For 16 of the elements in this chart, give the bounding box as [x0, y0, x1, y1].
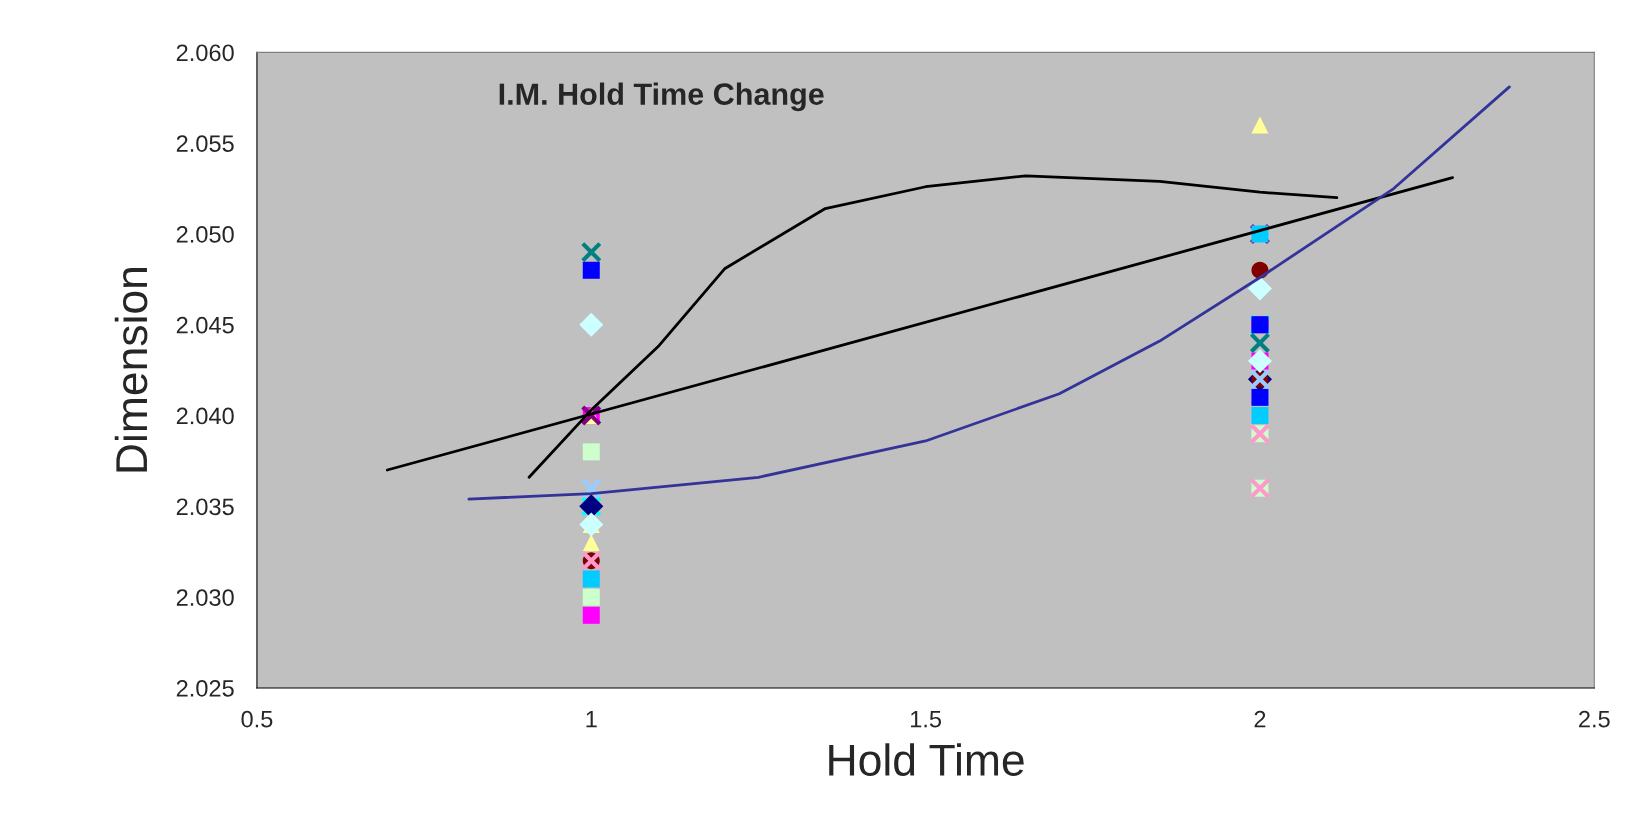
x-tick-label: 2 — [1254, 710, 1266, 728]
y-tick-label: 2.025 — [176, 680, 234, 697]
text: I.M. Hold Time Change — [499, 82, 824, 112]
y-tick-label: 2.040 — [176, 407, 234, 425]
x-tick-label: 1 — [586, 711, 597, 728]
x-tick-label: 0.5 — [241, 710, 273, 728]
x-axis-title: Hold Time — [829, 743, 1024, 776]
x-tick-label: 1.5 — [911, 711, 942, 728]
y-tick-label: 2.055 — [176, 135, 234, 152]
x-tick-label: 2.5 — [1579, 710, 1610, 728]
y-tick-label: 2.050 — [176, 226, 234, 243]
y-tick-label: 2.045 — [176, 316, 234, 334]
y-tick-label: 2.030 — [176, 589, 234, 606]
y-tick-label: 2.060 — [176, 44, 234, 62]
y-axis-title: Dimension — [114, 268, 148, 472]
y-tick-label: 2.035 — [176, 498, 234, 516]
